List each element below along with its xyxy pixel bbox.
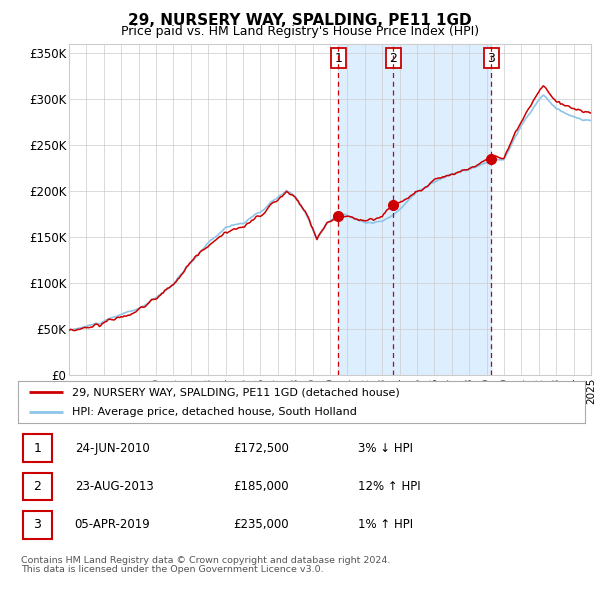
Text: 1: 1 <box>334 51 342 64</box>
Text: This data is licensed under the Open Government Licence v3.0.: This data is licensed under the Open Gov… <box>21 565 323 574</box>
Text: 24-JUN-2010: 24-JUN-2010 <box>75 441 149 455</box>
Text: 05-APR-2019: 05-APR-2019 <box>75 518 151 532</box>
Text: HPI: Average price, detached house, South Holland: HPI: Average price, detached house, Sout… <box>72 407 357 417</box>
Text: 3: 3 <box>487 51 495 64</box>
Text: Contains HM Land Registry data © Crown copyright and database right 2024.: Contains HM Land Registry data © Crown c… <box>21 556 391 565</box>
Text: £172,500: £172,500 <box>233 441 289 455</box>
Text: 3: 3 <box>34 518 41 532</box>
Text: 12% ↑ HPI: 12% ↑ HPI <box>358 480 421 493</box>
FancyBboxPatch shape <box>23 473 52 500</box>
Text: 2: 2 <box>34 480 41 493</box>
FancyBboxPatch shape <box>23 434 52 462</box>
Text: £185,000: £185,000 <box>233 480 289 493</box>
Text: 23-AUG-2013: 23-AUG-2013 <box>75 480 154 493</box>
Text: 2: 2 <box>389 51 397 64</box>
Text: 1% ↑ HPI: 1% ↑ HPI <box>358 518 413 532</box>
Bar <box>338 44 491 375</box>
Text: Price paid vs. HM Land Registry's House Price Index (HPI): Price paid vs. HM Land Registry's House … <box>121 25 479 38</box>
Text: 1: 1 <box>34 441 41 455</box>
Text: 29, NURSERY WAY, SPALDING, PE11 1GD (detached house): 29, NURSERY WAY, SPALDING, PE11 1GD (det… <box>72 387 400 397</box>
Text: £235,000: £235,000 <box>233 518 289 532</box>
Text: 29, NURSERY WAY, SPALDING, PE11 1GD: 29, NURSERY WAY, SPALDING, PE11 1GD <box>128 13 472 28</box>
Text: 3% ↓ HPI: 3% ↓ HPI <box>358 441 413 455</box>
FancyBboxPatch shape <box>23 511 52 539</box>
